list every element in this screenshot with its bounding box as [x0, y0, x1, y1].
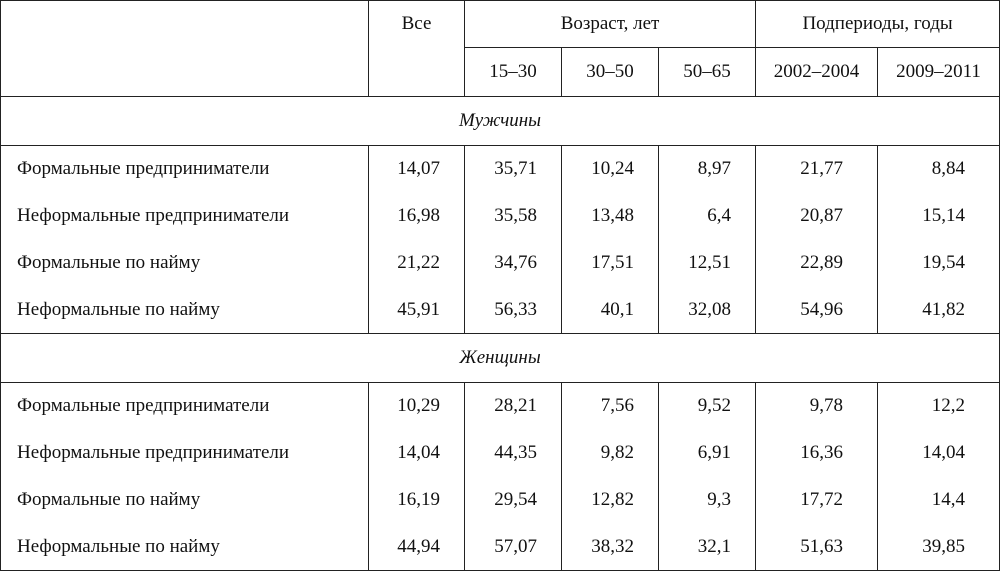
value-cell: 44,94 — [368, 523, 465, 571]
value-cell: 14,4 — [877, 476, 1000, 524]
header-cell: Все — [368, 0, 465, 97]
data-row: Неформальные предприниматели 14,04 44,35 9,… — [0, 429, 1000, 477]
value-cell: 6,91 — [657, 429, 757, 477]
value-cell: 12,2 — [877, 382, 1000, 430]
section-title: Мужчины — [0, 96, 1000, 146]
value-cell: 7,56 — [561, 382, 659, 430]
value-cell: 54,96 — [755, 286, 879, 334]
value-cell: 8,97 — [657, 145, 757, 193]
value-cell: 44,35 — [464, 429, 562, 477]
value-cell: 45,91 — [368, 286, 465, 334]
value-cell: 8,84 — [877, 145, 1000, 193]
value-cell: 21,22 — [368, 239, 465, 287]
group-header: Подпериоды, годы — [755, 0, 1000, 48]
value-cell: 12,51 — [657, 239, 757, 287]
value-cell: 10,29 — [368, 382, 465, 430]
data-row: Формальные по найму 21,22 34,76 17,51 12,51 2… — [0, 239, 1000, 287]
value-cell: 9,52 — [657, 382, 757, 430]
value-cell: 17,51 — [561, 239, 659, 287]
value-cell: 16,36 — [755, 429, 879, 477]
header-row: Все Возраст, лет Подпериоды, годы — [0, 0, 1000, 97]
column-header: 2002–2004 — [755, 47, 879, 97]
column-header: 15–30 — [464, 47, 562, 97]
value-cell: 34,76 — [464, 239, 562, 287]
section-row: Женщины — [0, 333, 1000, 383]
data-row: Неформальные по найму 44,94 57,07 38,32 32,1… — [0, 523, 1000, 571]
data-row: Формальные предприниматели 10,29 28,21 7,56… — [0, 382, 1000, 430]
value-cell: 13,48 — [561, 192, 659, 240]
section-row: Мужчины — [0, 96, 1000, 146]
column-header: 2009–2011 — [877, 47, 1000, 97]
row-label: Неформальные по найму — [0, 523, 369, 571]
group-header: Возраст, лет — [463, 0, 757, 48]
value-cell: 9,3 — [657, 476, 757, 524]
value-cell: 9,78 — [755, 382, 879, 430]
row-label: Формальные предприниматели — [0, 145, 369, 193]
value-cell: 14,04 — [877, 429, 1000, 477]
row-label: Неформальные предприниматели — [0, 429, 369, 477]
value-cell: 22,89 — [755, 239, 879, 287]
value-cell: 35,71 — [464, 145, 562, 193]
value-cell: 16,19 — [368, 476, 465, 524]
value-cell: 15,14 — [877, 192, 1000, 240]
corner-cell — [0, 0, 369, 97]
value-cell: 10,24 — [561, 145, 659, 193]
value-cell: 6,4 — [657, 192, 757, 240]
value-cell: 9,82 — [561, 429, 659, 477]
value-cell: 19,54 — [877, 239, 1000, 287]
value-cell: 14,04 — [368, 429, 465, 477]
value-cell: 35,58 — [464, 192, 562, 240]
column-header: 30–50 — [561, 47, 659, 97]
data-row: Неформальные предприниматели 16,98 35,58 13… — [0, 192, 1000, 240]
value-cell: 40,1 — [561, 286, 659, 334]
section-title: Женщины — [0, 333, 1000, 383]
value-cell: 32,1 — [657, 523, 757, 571]
value-cell: 57,07 — [464, 523, 562, 571]
value-cell: 16,98 — [368, 192, 465, 240]
row-label: Формальные по найму — [0, 476, 369, 524]
value-cell: 41,82 — [877, 286, 1000, 334]
value-cell: 32,08 — [657, 286, 757, 334]
value-cell: 21,77 — [755, 145, 879, 193]
value-cell: 17,72 — [755, 476, 879, 524]
data-row: Формальные предприниматели 14,07 35,71 10,2… — [0, 145, 1000, 193]
value-cell: 14,07 — [368, 145, 465, 193]
data-row: Неформальные по найму 45,91 56,33 40,1 32,08… — [0, 286, 1000, 334]
row-label: Неформальные по найму — [0, 286, 369, 334]
data-row: Формальные по найму 16,19 29,54 12,82 9,3 17,… — [0, 476, 1000, 524]
value-cell: 38,32 — [561, 523, 659, 571]
row-label: Неформальные предприниматели — [0, 192, 369, 240]
value-cell: 12,82 — [561, 476, 659, 524]
value-cell: 51,63 — [755, 523, 879, 571]
value-cell: 39,85 — [877, 523, 1000, 571]
value-cell: 20,87 — [755, 192, 879, 240]
column-header: 50–65 — [657, 47, 757, 97]
value-cell: 56,33 — [464, 286, 562, 334]
row-label: Формальные по найму — [0, 239, 369, 287]
value-cell: 29,54 — [464, 476, 562, 524]
row-label: Формальные предприниматели — [0, 382, 369, 430]
header-row: 15–30 30–50 50–65 2002–2004 2009–2011 — [1, 47, 1000, 97]
value-cell: 28,21 — [464, 382, 562, 430]
